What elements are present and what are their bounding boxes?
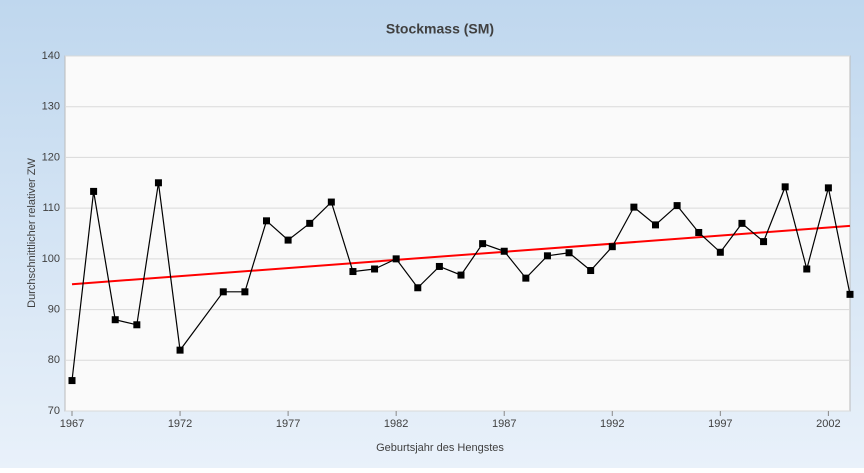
y-tick-label: 100 <box>42 253 60 265</box>
point <box>479 240 487 248</box>
point <box>760 238 768 246</box>
point <box>219 288 227 296</box>
point <box>522 274 530 282</box>
point <box>371 265 379 273</box>
point <box>738 219 746 227</box>
x-tick-label: 1967 <box>60 418 84 430</box>
point <box>565 249 573 257</box>
point <box>608 243 616 251</box>
x-axis-label: Geburtsjahr des Hengstes <box>376 442 504 454</box>
point <box>803 265 811 273</box>
point <box>284 236 292 244</box>
point <box>241 288 249 296</box>
point <box>716 248 724 256</box>
x-tick-label: 1997 <box>708 418 732 430</box>
point <box>435 262 443 270</box>
point <box>90 187 98 195</box>
point <box>111 316 119 324</box>
y-tick-label: 90 <box>48 303 60 315</box>
point <box>414 284 422 292</box>
x-tick-label: 2002 <box>816 418 840 430</box>
point <box>781 183 789 191</box>
point <box>306 219 314 227</box>
point <box>392 255 400 263</box>
point <box>695 228 703 236</box>
point <box>652 221 659 229</box>
point <box>176 346 184 354</box>
point <box>587 267 595 275</box>
y-tick-label: 120 <box>42 151 60 163</box>
y-tick-label: 130 <box>42 101 60 113</box>
point <box>824 184 832 192</box>
point <box>263 217 270 225</box>
point <box>673 202 681 210</box>
trend-line <box>71 224 851 286</box>
plot-area <box>64 55 851 412</box>
point <box>543 252 551 260</box>
point <box>68 377 76 385</box>
x-tick-label: 1982 <box>384 418 408 430</box>
point <box>133 321 141 329</box>
point <box>457 271 465 279</box>
point <box>846 290 854 298</box>
series-line <box>71 182 851 381</box>
x-tick-label: 1992 <box>600 418 624 430</box>
x-tick-label: 1972 <box>168 418 192 430</box>
point <box>327 198 335 206</box>
y-tick-label: 110 <box>42 202 60 214</box>
point <box>349 268 357 276</box>
y-tick-label: 80 <box>48 354 60 366</box>
y-tick-label: 70 <box>48 405 60 417</box>
y-tick-label: 140 <box>42 50 60 62</box>
point <box>154 179 162 187</box>
x-tick-label: 1987 <box>492 418 516 430</box>
chart-title: Stockmass (SM) <box>386 21 494 37</box>
y-axis-label: Durchschnittlicher relativer ZW <box>26 158 38 308</box>
point <box>500 247 508 255</box>
point <box>630 203 638 211</box>
x-tick-label: 1977 <box>276 418 300 430</box>
